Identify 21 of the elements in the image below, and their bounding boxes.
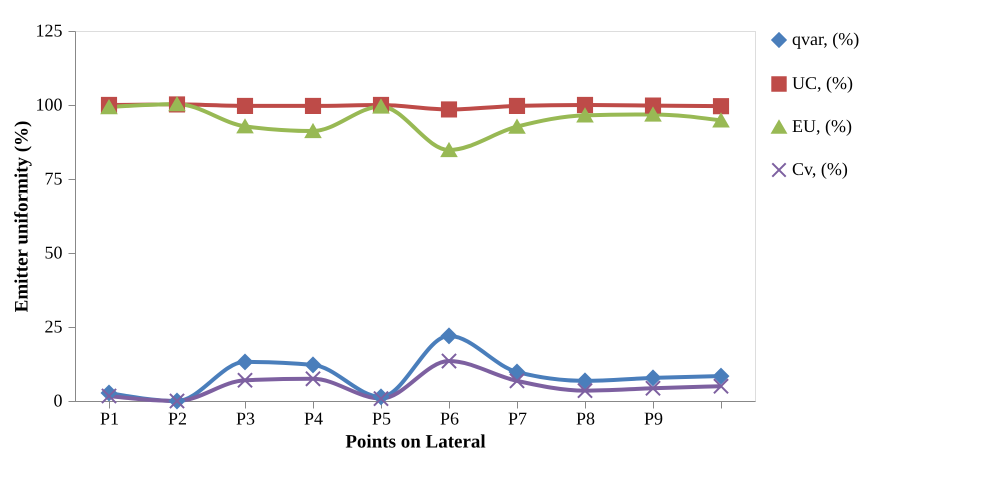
y-tick-label: 75 — [44, 168, 62, 188]
x-tick-label: P7 — [508, 408, 528, 428]
y-axis-title: Emitter uniformity (%) — [12, 120, 32, 312]
y-tick-label: 100 — [36, 94, 62, 114]
legend-label: Cv, (%) — [792, 159, 848, 179]
x-tick-label: P4 — [304, 408, 324, 428]
y-tick-label: 25 — [44, 316, 62, 336]
y-tick-label: 50 — [44, 242, 62, 262]
legend-label: qvar, (%) — [792, 29, 860, 49]
legend-label: UC, (%) — [792, 73, 853, 93]
x-tick-label: P1 — [100, 408, 120, 428]
x-tick-label: P9 — [644, 408, 664, 428]
x-tick-label: P5 — [372, 408, 392, 428]
x-tick-label: P8 — [576, 408, 596, 428]
legend-label: EU, (%) — [792, 116, 852, 136]
x-axis-title: Points on Lateral — [345, 432, 486, 452]
y-tick-label: 125 — [36, 20, 62, 40]
x-tick-label: P3 — [236, 408, 256, 428]
x-tick-label: P6 — [440, 408, 460, 428]
x-tick-label: P2 — [168, 408, 188, 428]
y-tick-label: 0 — [54, 390, 62, 410]
